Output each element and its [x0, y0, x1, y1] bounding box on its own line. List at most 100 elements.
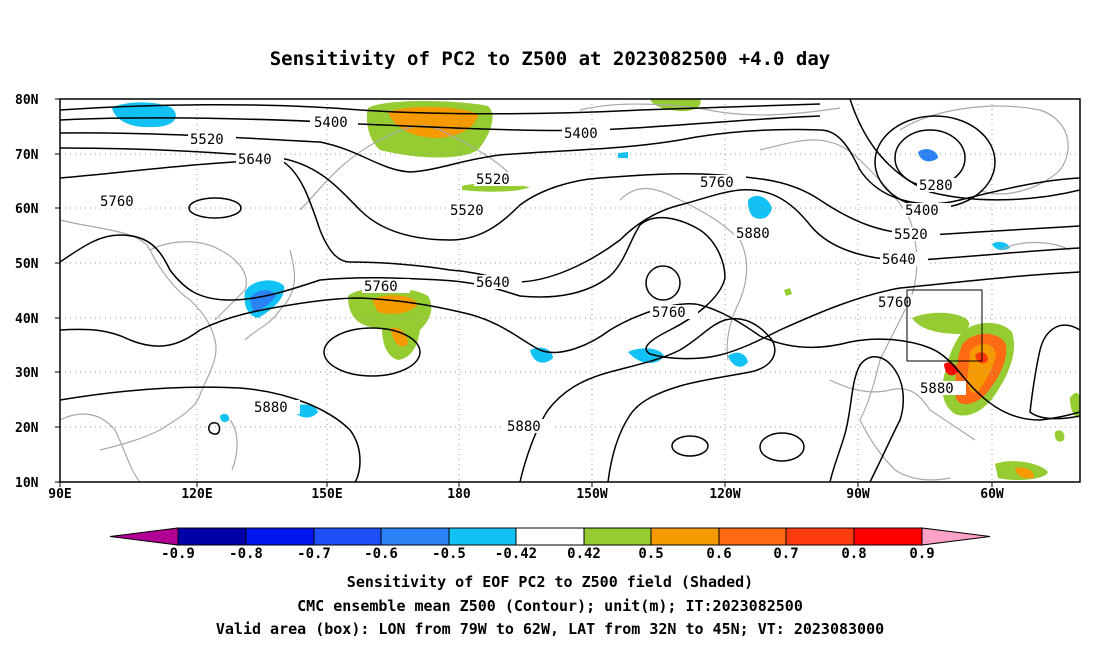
contour-label: 5400	[564, 126, 598, 142]
contour-label: 5880	[920, 381, 954, 397]
colorbar-cell	[718, 527, 787, 546]
shade-area	[728, 352, 748, 367]
colorbar-label: 0.8	[841, 546, 866, 562]
lon-label: 90W	[846, 487, 870, 502]
colorbar-label: -0.6	[364, 546, 398, 562]
map-title: Sensitivity of PC2 to Z500 at 2023082500…	[269, 48, 831, 70]
coastline	[899, 105, 1069, 195]
coastline	[999, 241, 1071, 251]
contour-line	[60, 103, 821, 115]
coastline	[759, 139, 918, 421]
colorbar-label: 0.9	[909, 546, 934, 562]
lon-label: 90E	[48, 487, 71, 502]
shade-area	[220, 413, 230, 423]
coastline	[619, 187, 748, 361]
colorbar-cell	[785, 527, 855, 546]
contour-line	[519, 318, 776, 482]
colorbar-label: 0.42	[567, 546, 601, 562]
lat-label: 60N	[15, 202, 39, 217]
lon-label: 150W	[576, 487, 607, 502]
contour-label: 5760	[700, 175, 734, 191]
lat-labels: 80N 70N 60N 50N 40N 30N 20N 10N	[15, 93, 39, 491]
colorbar-cell	[515, 527, 585, 546]
contour-line	[60, 147, 1080, 241]
contour-label: 5520	[476, 172, 510, 188]
shade-area	[967, 343, 996, 393]
contour-line	[849, 99, 1080, 201]
shade-area	[748, 195, 772, 219]
coastline	[829, 379, 976, 441]
shade-area	[388, 106, 478, 138]
contour-line	[188, 197, 242, 219]
colorbar-arrow-left	[109, 527, 179, 546]
contour-line	[759, 432, 805, 462]
lon-label: 120E	[181, 487, 212, 502]
caption-line-1: Sensitivity of EOF PC2 to Z500 field (Sh…	[346, 573, 754, 591]
lat-label: 50N	[15, 257, 39, 272]
lon-labels: 90E 120E 150E 180 150W 120W 90W 60W	[48, 487, 1004, 502]
lat-label: 30N	[15, 366, 39, 381]
colorbar-label: 0.7	[773, 546, 798, 562]
colorbar-label: -0.9	[161, 546, 195, 562]
contour-line	[60, 217, 1080, 360]
colorbar-label: -0.7	[297, 546, 331, 562]
contour-line	[323, 327, 421, 377]
colorbar-cell	[583, 527, 652, 546]
contour-label: 5640	[238, 152, 272, 168]
caption-line-2: CMC ensemble mean Z500 (Contour); unit(m…	[297, 597, 803, 615]
valid-area-box	[906, 289, 983, 362]
contour-line	[671, 435, 709, 457]
colorbar-cell	[177, 527, 247, 546]
caption-line-3: Valid area (box): LON from 79W to 62W, L…	[215, 620, 885, 638]
contour-label: 5760	[100, 194, 134, 210]
colorbar-cell	[380, 527, 450, 546]
shade-area	[1015, 467, 1035, 479]
contour-label: 5400	[905, 203, 939, 219]
colorbar-label: -0.5	[432, 546, 466, 562]
contour-label: 5520	[190, 132, 224, 148]
contour-line	[1029, 324, 1080, 420]
coastlines	[60, 103, 1071, 482]
contour-label: 5760	[878, 295, 912, 311]
shade-area	[618, 152, 628, 158]
contour-label: 5760	[652, 305, 686, 321]
shade-area	[1070, 392, 1080, 418]
lon-label: 120W	[709, 487, 740, 502]
contour-line	[60, 297, 1080, 421]
shade-area	[390, 327, 408, 347]
coastline	[60, 413, 141, 482]
lat-label: 40N	[15, 312, 39, 327]
shade-area	[112, 102, 176, 128]
contour-line	[60, 115, 821, 132]
contour-line	[645, 265, 681, 301]
coastline	[60, 219, 217, 451]
colorbar-arrow-right	[921, 527, 991, 546]
contour-label: 5280	[919, 178, 953, 194]
axis-ticks	[55, 98, 993, 487]
coastline	[244, 249, 296, 341]
lon-label: 180	[447, 487, 471, 502]
coastline	[859, 419, 951, 481]
shade-area	[1054, 430, 1065, 442]
contour-line	[60, 159, 1080, 283]
lon-label: 60W	[980, 487, 1004, 502]
shade-area	[784, 288, 792, 296]
shade-area	[912, 312, 970, 334]
lat-label: 70N	[15, 148, 39, 163]
colorbar-label: -0.42	[495, 546, 537, 562]
colorbar-cell	[313, 527, 382, 546]
colorbar-cell	[650, 527, 720, 546]
contour-line	[60, 386, 361, 482]
colorbar: -0.9 -0.8 -0.7 -0.6 -0.5 -0.42 0.42 0.5 …	[109, 527, 991, 562]
contour-label: 5640	[476, 275, 510, 291]
contour-label: 5520	[450, 203, 484, 219]
lon-label: 150E	[311, 487, 342, 502]
contour-label: 5880	[736, 226, 770, 242]
contour-label: 5400	[314, 115, 348, 131]
lat-label: 80N	[15, 93, 39, 108]
contour-line	[829, 356, 905, 482]
colorbar-label: 0.6	[706, 546, 731, 562]
contour-label: 5640	[882, 252, 916, 268]
coastline	[299, 125, 521, 211]
lat-label: 20N	[15, 421, 39, 436]
